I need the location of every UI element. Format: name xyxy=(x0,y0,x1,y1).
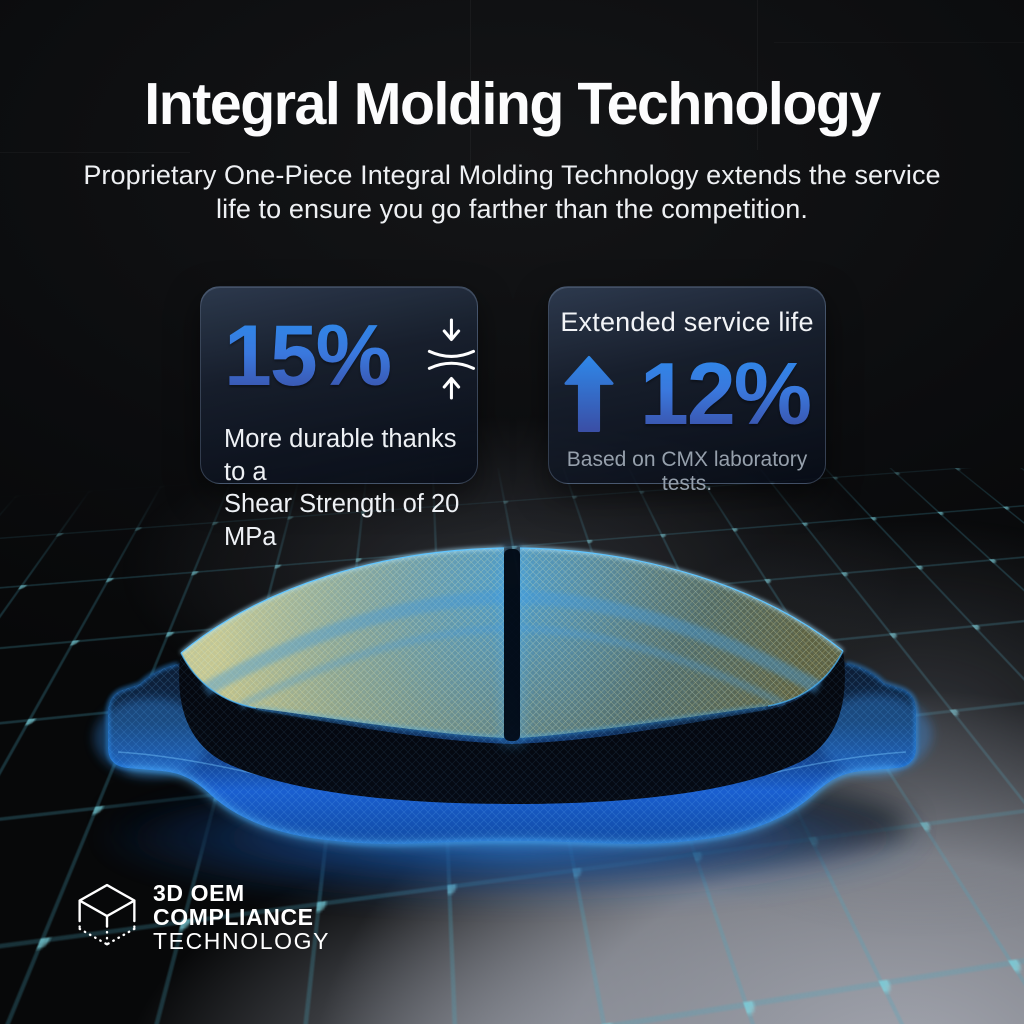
subtitle-line-2: life to ensure you go farther than the c… xyxy=(216,194,808,225)
logo-line-1: 3D OEM xyxy=(153,879,245,906)
service-life-heading: Extended service life xyxy=(560,307,814,337)
durability-stat: 15% xyxy=(224,308,392,405)
logo-line-2: COMPLIANCE xyxy=(153,903,314,930)
wireframe-cube-icon xyxy=(78,883,136,946)
brand-logo: 3D OEM COMPLIANCE TECHNOLOGY xyxy=(76,880,330,954)
compress-arrows-icon xyxy=(428,318,476,400)
up-arrow-icon xyxy=(564,356,614,432)
durability-desc-line-1: More durable thanks to a xyxy=(224,425,457,486)
durability-description: More durable thanks to a Shear Strength o… xyxy=(224,423,477,554)
durability-desc-line-2: Shear Strength of 20 MPa xyxy=(224,490,460,551)
page-title: Integral Molding Technology xyxy=(144,71,881,137)
page-subtitle: Proprietary One-Piece Integral Molding T… xyxy=(0,158,1024,226)
service-life-card: Extended service life 12% Based on CMX l… xyxy=(548,286,826,495)
header: Integral Molding Technology Proprietary … xyxy=(0,0,1024,226)
durability-stat-row: 15% xyxy=(224,307,477,407)
service-life-stat: 12% xyxy=(639,344,812,444)
subtitle-line-1: Proprietary One-Piece Integral Molding T… xyxy=(83,160,941,190)
logo-line-3: TECHNOLOGY xyxy=(153,927,331,954)
brand-logo-text: 3D OEM COMPLIANCE TECHNOLOGY xyxy=(153,881,330,954)
durability-card: 15% More durable thanks to a Shear Streng… xyxy=(200,286,478,551)
service-life-footnote: Based on CMX laboratory tests. xyxy=(566,448,808,495)
service-life-stat-row: 12% xyxy=(549,348,825,440)
